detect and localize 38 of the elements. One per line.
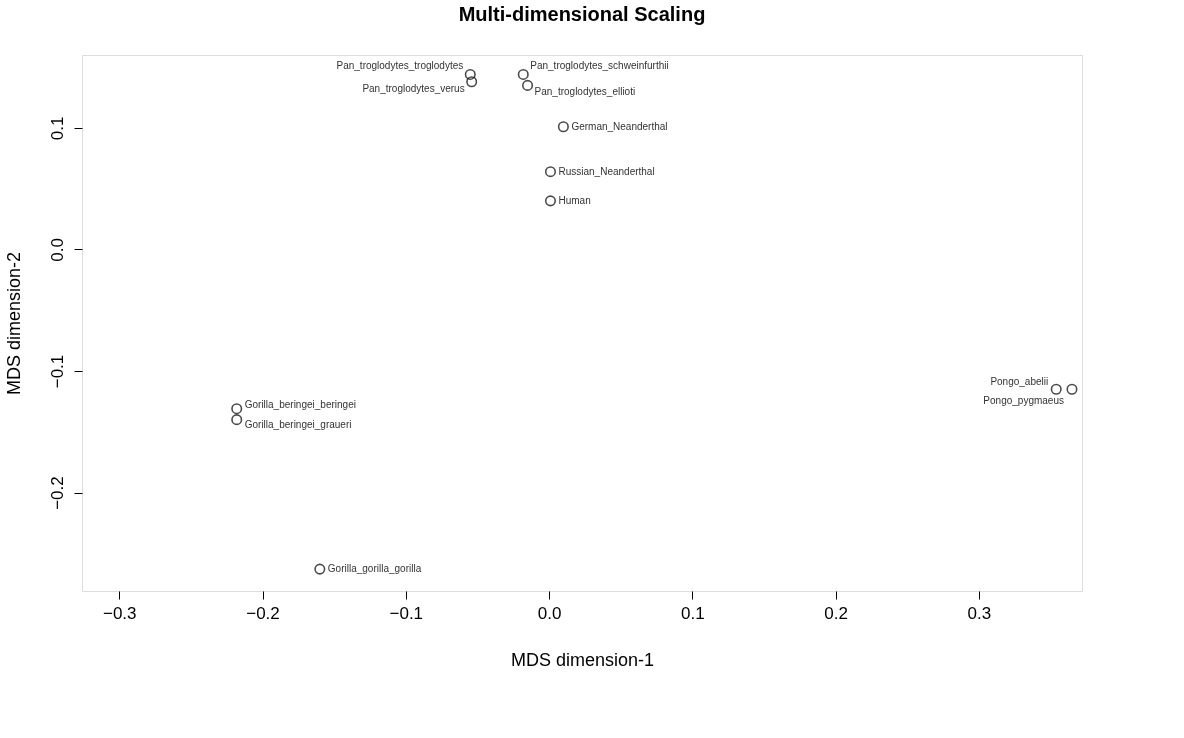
point <box>557 121 569 133</box>
annotation: Gorilla_beringei_beringei <box>244 398 356 410</box>
x-tick-label: 0.0 <box>537 603 562 623</box>
point <box>231 403 243 415</box>
x-tick-label: −0.2 <box>246 603 280 623</box>
x-tick-label: −0.3 <box>102 603 137 623</box>
annotation: Gorilla_gorilla_gorilla <box>327 563 422 575</box>
annotation: Pongo_pygmaeus <box>983 395 1064 407</box>
point <box>1050 383 1062 395</box>
x-tick-label: 0.2 <box>824 603 848 623</box>
annotation: Russian_Neanderthal <box>558 165 655 177</box>
y-axis-title: MDS dimension-2 <box>3 251 24 396</box>
chart-title: Multi-dimensional Scaling <box>458 3 706 25</box>
x-axis-title: MDS dimension-1 <box>510 649 655 670</box>
x-tick-label: 0.1 <box>680 603 705 623</box>
annotation: Pan_troglodytes_ellioti <box>534 86 636 98</box>
annotation: Pongo_abelii <box>990 376 1049 388</box>
annotation: Pan_troglodytes_verus <box>362 82 465 94</box>
y-tick-label: −0.1 <box>47 354 67 389</box>
point <box>1066 383 1078 395</box>
point <box>544 195 557 207</box>
x-tick-label: 0.3 <box>967 603 992 623</box>
annotation: Gorilla_beringei_graueri <box>244 418 352 430</box>
y-tick-label: −0.2 <box>47 476 67 510</box>
point <box>544 166 557 178</box>
annotation: Human <box>558 194 591 206</box>
point <box>314 563 326 575</box>
point <box>466 76 478 88</box>
annotation: Pan_troglodytes_troglodytes <box>336 60 464 72</box>
point <box>522 79 534 91</box>
x-tick-label: −0.1 <box>389 603 424 623</box>
annotation: German_Neanderthal <box>571 120 668 132</box>
point <box>231 414 243 426</box>
annotation: Pan_troglodytes_schweinfurthii <box>530 60 669 72</box>
y-tick-label: 0.1 <box>47 116 67 141</box>
y-tick-label: 0.0 <box>47 238 67 262</box>
point <box>464 68 476 80</box>
point <box>517 68 529 80</box>
